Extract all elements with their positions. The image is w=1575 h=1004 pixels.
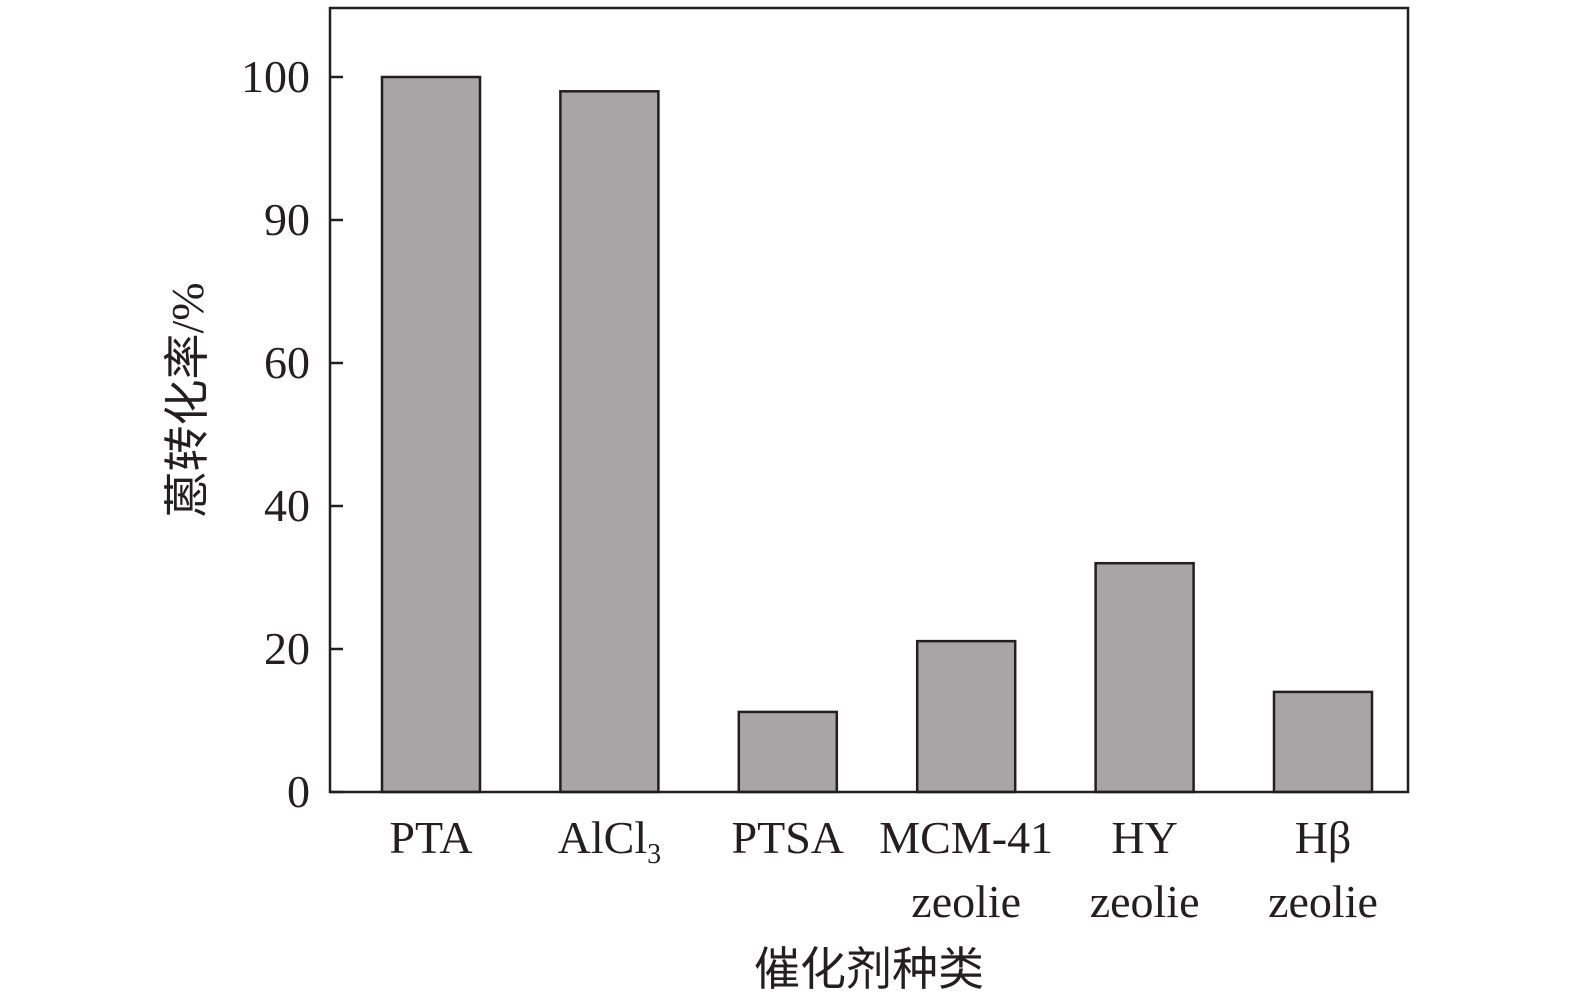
y-tick-label: 90	[264, 194, 310, 245]
x-tick-label: MCM-41	[879, 812, 1053, 863]
x-tick-label: PTSA	[732, 812, 844, 863]
x-tick-label: zeolie	[1268, 876, 1378, 927]
y-tick-label: 60	[264, 337, 310, 388]
bar-1	[559, 90, 660, 794]
y-tick-label: 20	[264, 623, 310, 674]
bar-2	[737, 710, 839, 794]
bar-5	[1272, 690, 1374, 794]
y-tick-label: 40	[264, 480, 310, 531]
y-axis-label: 蒽转化率/%	[162, 282, 213, 517]
plot-frame	[328, 6, 1410, 794]
y-tick-label: 100	[241, 51, 310, 102]
bar-4	[1094, 561, 1195, 794]
x-tick-label: zeolie	[911, 876, 1021, 927]
bar-3	[915, 639, 1017, 794]
x-tick-label: zeolie	[1090, 876, 1200, 927]
x-tick-label: Hβ	[1295, 812, 1352, 863]
x-axis-label: 催化剂种类	[754, 944, 984, 995]
x-tick-label: HY	[1111, 812, 1177, 863]
x-tick-label: AlCl3	[558, 812, 661, 870]
y-tick-label: 0	[287, 766, 310, 817]
x-tick-label: PTA	[389, 812, 472, 863]
x-tick-subscript: 3	[647, 839, 661, 870]
bar-0	[380, 75, 482, 794]
